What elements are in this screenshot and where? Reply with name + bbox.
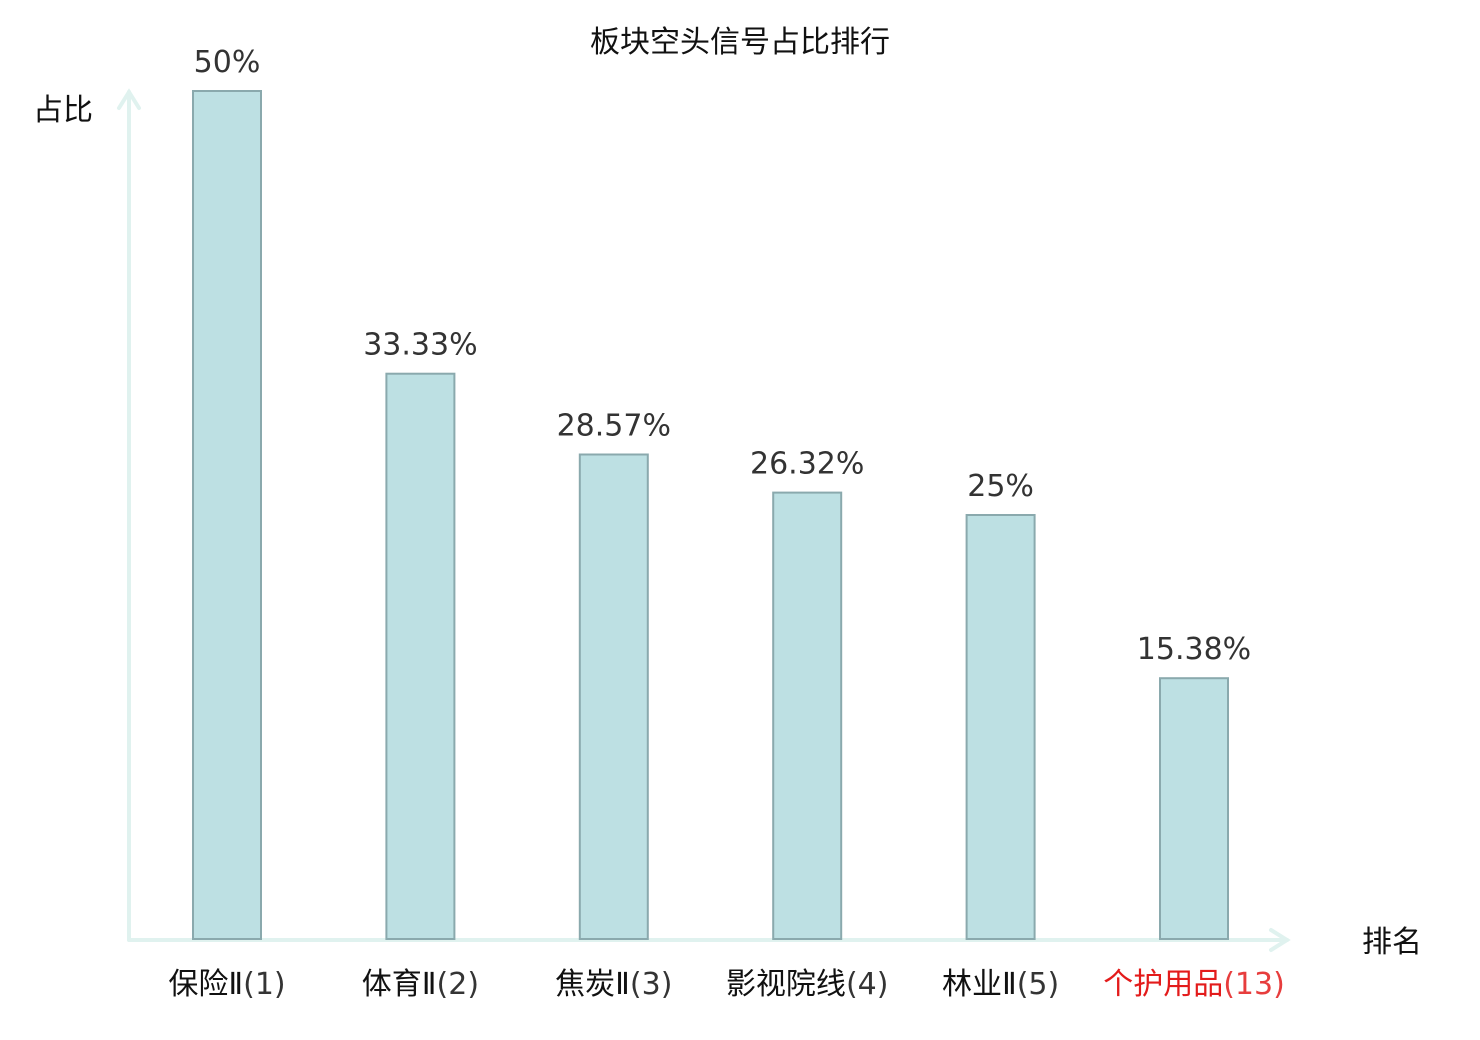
category-name-5: 林业Ⅱ (942, 967, 1017, 1002)
chart-title: 板块空头信号占比排行 (590, 25, 890, 60)
bar-1 (192, 90, 262, 940)
category-rank-3: (3) (630, 967, 673, 1002)
category-rank-1: (1) (243, 967, 286, 1002)
value-label-3: 28.57% (557, 409, 671, 444)
category-label-5: 林业Ⅱ(5) (942, 967, 1059, 1002)
x-axis-label: 排名 (1362, 925, 1422, 960)
value-label-6: 15.38% (1137, 632, 1251, 667)
bar-3 (578, 453, 649, 940)
category-name-4: 影视院线 (726, 967, 846, 1002)
bar-2 (385, 372, 456, 940)
category-rank-6: (13) (1223, 967, 1285, 1002)
value-label-2: 33.33% (363, 328, 477, 363)
category-rank-4: (4) (846, 967, 889, 1002)
bars-group (192, 90, 1229, 940)
y-axis-arrow-icon (117, 88, 141, 110)
category-rank-5: (5) (1017, 967, 1060, 1002)
value-labels-group: 50% 33.33% 28.57% 26.32% 25% 15.38% (194, 45, 1252, 667)
category-rank-2: (2) (437, 967, 480, 1002)
value-label-4: 26.32% (750, 447, 864, 482)
category-label-3: 焦炭Ⅱ(3) (555, 967, 672, 1002)
category-name-6: 个护用品 (1103, 967, 1223, 1002)
category-labels-group: 保险Ⅱ(1) 体育Ⅱ(2) 焦炭Ⅱ(3) 影视院线(4) 林业Ⅱ(5) 个护用品(13) (168, 967, 1284, 1002)
y-axis-label: 占比 (33, 93, 93, 128)
category-label-1: 保险Ⅱ(1) (168, 967, 285, 1002)
bar-6 (1159, 677, 1229, 940)
category-label-4: 影视院线(4) (726, 967, 889, 1002)
bar-4 (772, 491, 843, 940)
category-name-1: 保险Ⅱ (168, 967, 243, 1002)
value-label-1: 50% (194, 45, 261, 80)
category-name-3: 焦炭Ⅱ (555, 967, 630, 1002)
value-label-5: 25% (967, 469, 1034, 504)
category-name-2: 体育Ⅱ (362, 967, 437, 1002)
category-label-6: 个护用品(13) (1103, 967, 1285, 1002)
x-axis-arrow-icon (1269, 928, 1291, 952)
category-label-2: 体育Ⅱ(2) (362, 967, 479, 1002)
bar-5 (965, 514, 1036, 940)
